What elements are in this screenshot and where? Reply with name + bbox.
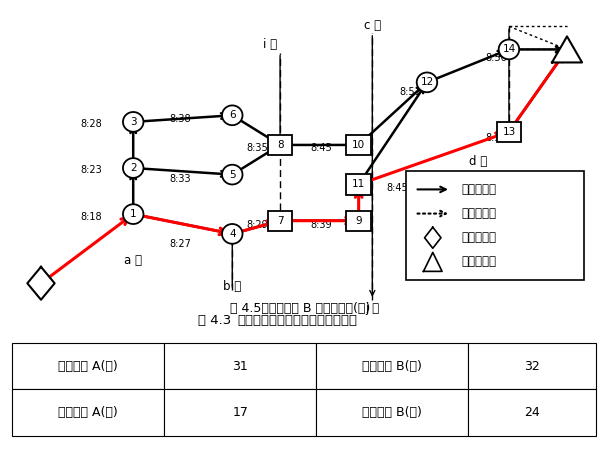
Text: 到着ノード: 到着ノード (461, 255, 496, 269)
Text: 8:27: 8:27 (170, 239, 192, 249)
Text: 8:45: 8:45 (311, 143, 333, 153)
Circle shape (123, 112, 143, 132)
Text: i 駅: i 駅 (263, 38, 277, 51)
Circle shape (499, 40, 519, 59)
FancyBboxPatch shape (347, 174, 371, 194)
Text: 31: 31 (232, 360, 248, 373)
Text: 7: 7 (277, 216, 283, 226)
Text: 8:35: 8:35 (246, 143, 268, 153)
Bar (468, 343, 596, 389)
Text: 8:33: 8:33 (170, 174, 192, 184)
Text: 17: 17 (232, 406, 248, 419)
Text: 10: 10 (352, 140, 365, 150)
Text: 8:29: 8:29 (246, 220, 268, 230)
Text: 旅行時間 B(分): 旅行時間 B(分) (362, 360, 422, 373)
Text: 3: 3 (130, 117, 137, 127)
Text: 8:18: 8:18 (81, 212, 103, 222)
Bar (12, 343, 164, 389)
Text: 1: 1 (130, 209, 137, 219)
FancyBboxPatch shape (268, 135, 292, 155)
Text: 8:39: 8:39 (311, 220, 333, 230)
Text: 出発リンク: 出発リンク (461, 183, 496, 196)
Text: 8:51: 8:51 (399, 87, 421, 97)
Polygon shape (424, 253, 442, 271)
Text: 13: 13 (502, 127, 516, 137)
Bar (468, 389, 596, 436)
Text: 表 4.3: 表 4.3 (198, 313, 231, 327)
Text: 図 4.5　旅行経路 B の最短経路(例): 図 4.5 旅行経路 B の最短経路(例) (230, 302, 371, 315)
Polygon shape (552, 36, 582, 62)
Text: d 駅: d 駅 (469, 155, 488, 168)
Text: サンプル例の旅行時間と旅行経路: サンプル例の旅行時間と旅行経路 (237, 313, 357, 327)
Text: 8:28: 8:28 (81, 119, 103, 129)
Text: 24: 24 (524, 406, 540, 419)
Text: 到着リンク: 到着リンク (461, 207, 496, 220)
Text: 乗車時間 B(分): 乗車時間 B(分) (362, 406, 422, 419)
Polygon shape (27, 267, 55, 300)
Bar (12, 389, 164, 436)
FancyBboxPatch shape (268, 211, 292, 231)
Bar (316, 389, 468, 436)
Text: 11: 11 (352, 179, 365, 189)
Text: 2: 2 (130, 163, 137, 173)
FancyBboxPatch shape (347, 211, 371, 231)
Text: 出発ノード: 出発ノード (461, 231, 496, 244)
Text: 9: 9 (355, 216, 362, 226)
Text: c 駅: c 駅 (364, 18, 381, 32)
Text: a 駅: a 駅 (124, 254, 142, 267)
Circle shape (123, 204, 143, 224)
Text: 12: 12 (420, 77, 434, 87)
Text: j 駅: j 駅 (365, 302, 379, 315)
Text: b 駅: b 駅 (223, 280, 241, 293)
FancyBboxPatch shape (407, 171, 584, 280)
Text: 8:23: 8:23 (81, 165, 103, 175)
FancyBboxPatch shape (497, 122, 521, 142)
Circle shape (222, 105, 243, 125)
Bar (316, 343, 468, 389)
Text: 旅行時間 A(分): 旅行時間 A(分) (58, 360, 118, 373)
Text: 8:56: 8:56 (485, 53, 507, 63)
FancyBboxPatch shape (347, 135, 371, 155)
Polygon shape (424, 227, 441, 248)
Text: 8:50: 8:50 (485, 134, 507, 143)
Text: 32: 32 (524, 360, 540, 373)
Text: 8:45: 8:45 (386, 183, 408, 193)
Text: 乗車時間 A(分): 乗車時間 A(分) (58, 406, 118, 419)
Text: 8:38: 8:38 (170, 114, 192, 124)
Circle shape (222, 165, 243, 185)
Text: 8: 8 (277, 140, 283, 150)
Text: 6: 6 (229, 110, 235, 120)
Text: 4: 4 (229, 229, 235, 239)
Text: 5: 5 (229, 169, 235, 179)
Circle shape (416, 73, 437, 92)
Bar (164, 343, 316, 389)
Circle shape (222, 224, 243, 244)
Bar (164, 389, 316, 436)
Text: 14: 14 (502, 44, 516, 54)
Circle shape (123, 158, 143, 178)
